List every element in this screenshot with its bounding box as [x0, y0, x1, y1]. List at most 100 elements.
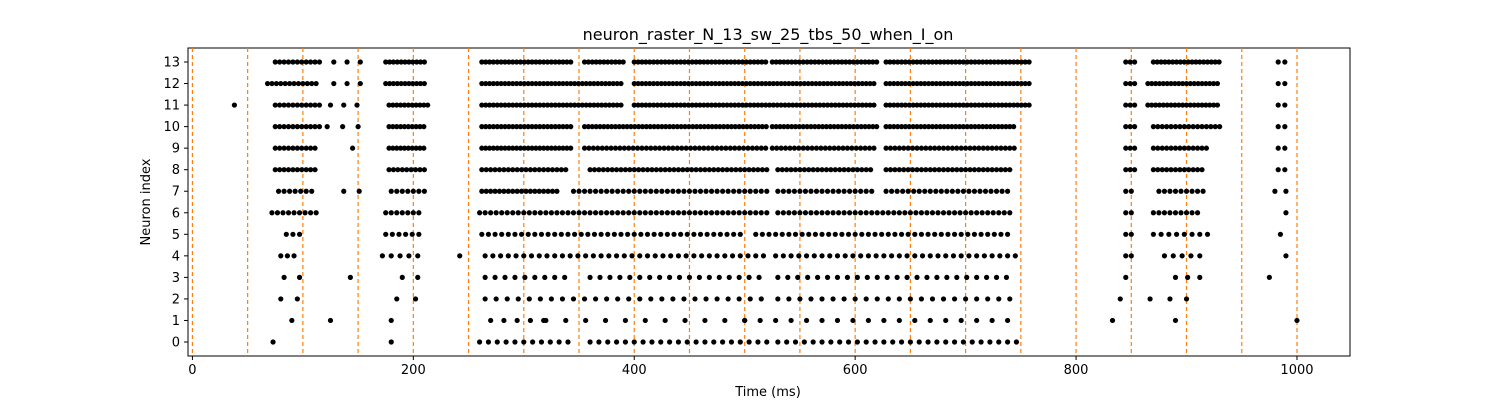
spike-point — [710, 145, 716, 151]
spike-point — [895, 80, 901, 87]
spike-point — [409, 102, 415, 108]
spike-point — [1156, 102, 1163, 108]
spike-point — [753, 231, 759, 237]
spike-point — [562, 274, 568, 280]
spike-point — [388, 253, 394, 259]
spike-point — [805, 102, 811, 108]
spike-point — [764, 210, 770, 216]
spike-point — [978, 339, 984, 345]
spike-point — [1167, 296, 1173, 302]
spike-point — [958, 145, 964, 151]
spike-point — [858, 253, 864, 259]
spike-point — [827, 145, 833, 151]
spike-point — [532, 231, 538, 237]
spike-point — [739, 59, 746, 65]
spike-point — [634, 145, 641, 151]
spike-point — [548, 102, 555, 108]
spike-point — [742, 188, 748, 194]
spike-point — [759, 167, 765, 173]
spike-point — [752, 124, 758, 130]
spike-point — [637, 210, 643, 216]
spike-point — [586, 145, 592, 151]
spike-point — [728, 102, 734, 108]
spike-point — [1004, 339, 1011, 345]
spike-point — [800, 124, 806, 130]
spike-point — [390, 145, 396, 151]
spike-point — [658, 80, 664, 87]
spike-point — [974, 253, 980, 259]
x-axis: 0 200 400 600 800 1000 — [188, 356, 1314, 378]
spike-point — [887, 145, 894, 151]
spike-point — [720, 167, 726, 173]
spike-point — [751, 102, 757, 108]
spike-point — [635, 59, 641, 65]
spike-point — [824, 188, 831, 194]
spike-point — [417, 167, 423, 173]
spike-point — [501, 317, 507, 324]
spike-point — [684, 339, 690, 345]
spike-point — [891, 59, 897, 65]
spike-point — [926, 124, 932, 130]
spike-point — [1145, 102, 1151, 108]
spike-point — [290, 59, 296, 65]
spike-point — [1275, 102, 1281, 108]
spike-point — [808, 296, 814, 302]
spike-point — [618, 167, 624, 173]
spike-point — [681, 59, 688, 65]
spike-point — [854, 59, 860, 65]
spike-point — [1283, 188, 1289, 194]
spike-point — [806, 167, 812, 173]
spike-point — [504, 210, 510, 216]
spike-point — [388, 317, 394, 324]
spike-point — [269, 80, 275, 87]
spike-point — [918, 231, 925, 237]
spike-point — [1014, 102, 1021, 108]
spike-point — [591, 102, 597, 108]
spike-point — [502, 124, 508, 130]
spike-point — [537, 210, 543, 216]
spike-point — [686, 210, 693, 216]
spike-point — [483, 124, 489, 130]
spike-point — [581, 210, 588, 216]
spike-point — [565, 210, 571, 216]
spike-point — [816, 124, 822, 130]
spike-point — [785, 124, 791, 130]
spike-point — [501, 188, 507, 194]
spike-point — [714, 145, 720, 151]
spike-point — [715, 167, 721, 173]
spike-point — [909, 167, 916, 173]
spike-point — [486, 145, 493, 151]
spike-point — [545, 188, 551, 194]
spike-point — [873, 253, 879, 259]
spike-point — [457, 253, 463, 259]
spike-point — [613, 167, 620, 173]
spike-point — [902, 210, 908, 216]
spike-point — [791, 210, 798, 216]
spike-point — [985, 167, 991, 173]
spike-point — [980, 80, 986, 87]
spike-point — [739, 80, 746, 87]
spike-point — [839, 231, 845, 237]
spike-point — [1011, 59, 1017, 65]
spike-point — [892, 167, 898, 173]
spike-point — [709, 124, 715, 130]
spike-point — [499, 210, 505, 216]
spike-point — [968, 124, 974, 130]
spike-point — [630, 145, 636, 151]
spike-point — [808, 59, 814, 65]
spike-point — [993, 145, 1000, 151]
spike-point — [995, 124, 1001, 130]
spike-point — [919, 253, 926, 259]
spike-point — [914, 167, 920, 173]
spike-point — [887, 59, 893, 65]
spike-point — [1123, 124, 1129, 130]
spike-point — [1159, 167, 1165, 173]
spike-point — [665, 145, 672, 151]
spike-point — [674, 102, 680, 108]
spike-point — [1181, 124, 1187, 130]
spike-point — [627, 274, 633, 280]
spike-point — [541, 188, 547, 194]
spike-point — [895, 59, 901, 65]
spike-point — [936, 167, 942, 173]
spike-point — [1277, 231, 1284, 237]
